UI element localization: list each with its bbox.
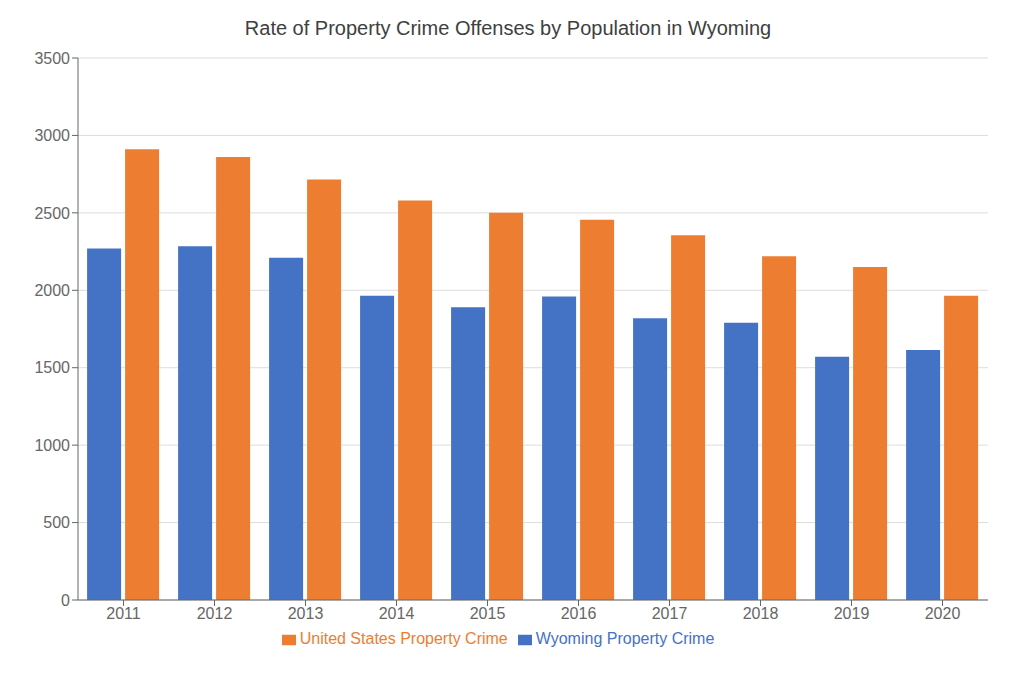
- svg-text:1500: 1500: [34, 359, 70, 376]
- svg-text:500: 500: [43, 514, 70, 531]
- svg-text:2015: 2015: [470, 605, 506, 622]
- svg-text:2020: 2020: [925, 605, 961, 622]
- svg-text:3500: 3500: [34, 50, 70, 67]
- svg-text:2016: 2016: [561, 605, 597, 622]
- svg-text:2014: 2014: [379, 605, 415, 622]
- html-text:United States Property Crime: United States Property Crime: [299, 630, 508, 647]
- svg-text:2018: 2018: [743, 605, 779, 622]
- svg-text:2000: 2000: [34, 282, 70, 299]
- svg-text:2019: 2019: [834, 605, 870, 622]
- svg-text:2500: 2500: [34, 205, 70, 222]
- svg-text:2013: 2013: [288, 605, 324, 622]
- svg-text:1000: 1000: [34, 437, 70, 454]
- html-text:Wyoming Property Crime: Wyoming Property Crime: [535, 630, 715, 647]
- svg-text:2011: 2011: [106, 605, 141, 622]
- svg-text:0: 0: [61, 592, 70, 609]
- svg-text:2012: 2012: [197, 605, 233, 622]
- svg-text:3000: 3000: [34, 127, 70, 144]
- svg-text:2017: 2017: [652, 605, 688, 622]
- html-text:Rate of Property Crime Offense: Rate of Property Crime Offenses by Popul…: [244, 17, 772, 39]
